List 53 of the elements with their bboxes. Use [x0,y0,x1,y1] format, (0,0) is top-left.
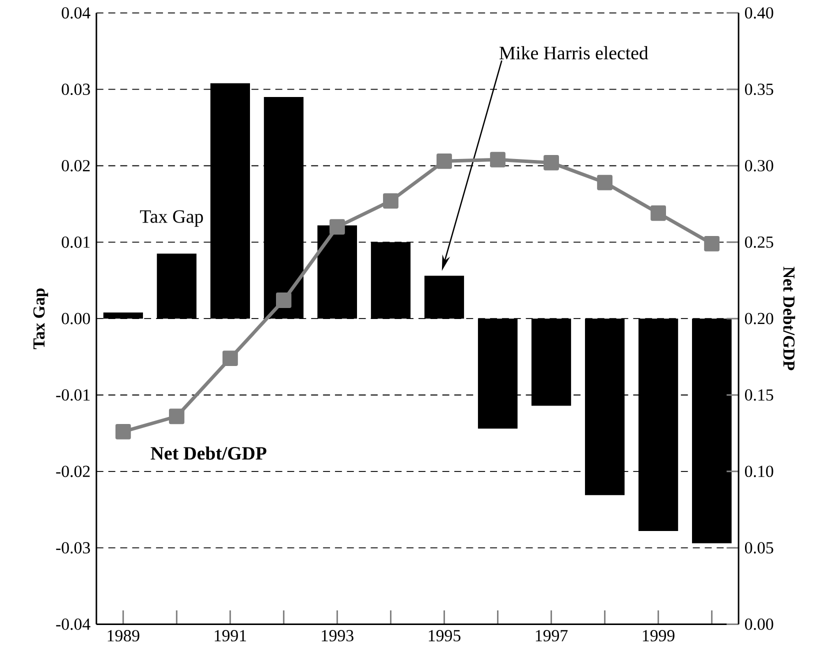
bar [370,242,411,319]
y2-tick-label: 0.15 [745,389,774,401]
point [330,219,345,235]
x-tick-label: 1991 [214,630,246,642]
y-tick-label: 0.00 [62,312,90,324]
y2-tick-label: 0.20 [745,312,774,324]
y2-tick-label: 0.10 [745,466,774,478]
point [436,153,452,169]
y-tick-label: -0.03 [56,542,90,554]
x-tick-label: 1999 [642,630,674,642]
x-tick-label: 1993 [322,630,354,642]
point [115,424,131,440]
bar [424,276,464,319]
y-tick-label: 0.01 [62,236,90,248]
point [597,174,612,190]
y2-tick-label: 0.00 [745,618,774,630]
y2-axis-title: Net Debt/GDP [783,266,796,370]
y2-tick-label: 0.30 [745,160,774,172]
series-label: Tax Gap [140,210,203,227]
y-tick-label: 0.02 [62,160,90,172]
point [222,350,238,366]
y-tick-label: 0.04 [62,7,90,19]
point [168,408,184,424]
bar [692,318,732,544]
series-label: Net Debt/GDP [150,446,266,460]
point [650,205,666,221]
y-tick-label: -0.02 [56,466,90,478]
point [383,193,398,209]
point [544,154,559,170]
y2-tick-label: 0.40 [745,7,774,19]
x-tick-label: 1995 [428,630,460,642]
bar [156,254,196,319]
point [276,292,292,308]
x-tick-label: 1989 [108,630,140,642]
point [490,152,506,168]
bar [584,318,625,496]
bar [531,318,572,406]
point [704,236,720,252]
y2-tick-label: 0.25 [745,236,774,248]
x-tick-label: 1997 [536,630,568,642]
y-axis-title: Tax Gap [33,288,48,350]
y-tick-label: -0.01 [56,389,90,401]
bar [103,312,143,319]
bar [317,225,358,319]
bar [264,96,304,319]
bar [478,318,518,429]
y2-tick-label: 0.35 [745,84,774,96]
y-tick-label: -0.04 [56,618,90,630]
bar [638,318,678,532]
y-tick-label: 0.03 [62,84,90,96]
annotation: Mike Harris elected [499,46,648,60]
y2-tick-label: 0.05 [745,542,774,554]
bar [210,83,250,319]
